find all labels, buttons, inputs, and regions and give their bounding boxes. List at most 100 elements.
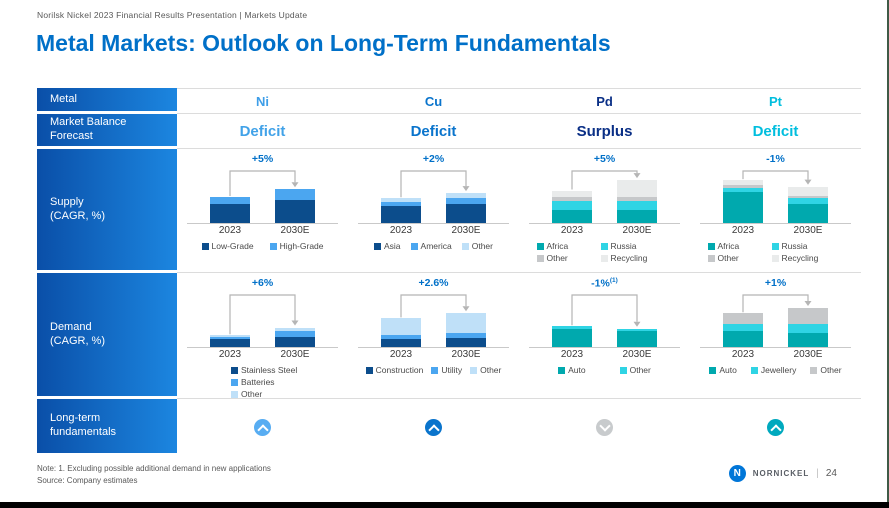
legend-swatch-icon: [619, 366, 627, 374]
mini-bar-chart-cu-demand: +2.6% 2023 2030E Construction Utility Other: [356, 277, 511, 375]
metal-symbol: Pd: [596, 93, 613, 109]
bar-segment-recycling: [723, 180, 763, 186]
x-tick-label: 2023: [731, 225, 755, 236]
bar-segment-russia: [788, 198, 828, 204]
footnotes: Note: 1. Excluding possible additional d…: [37, 463, 271, 486]
legend-label: Other: [546, 253, 568, 263]
legend-label: Auto: [568, 365, 586, 375]
legend-label: Other: [241, 389, 263, 399]
row-label-text: Market Balance: [50, 116, 127, 129]
row-label-text: (CAGR, %): [50, 334, 105, 347]
legend: Africa Russia Other Recycling: [698, 241, 853, 263]
legend-label: High-Grade: [279, 241, 324, 251]
cagr-label: -1%(1): [591, 277, 618, 290]
legend-swatch-icon: [201, 242, 209, 250]
legend-swatch-icon: [461, 242, 469, 250]
legend-item: Construction: [365, 365, 423, 375]
bar-segment-russia: [617, 200, 657, 210]
legend: Auto Other: [527, 365, 682, 375]
bar-segment-auto: [552, 328, 592, 347]
bar-plot: [356, 166, 511, 224]
legend-swatch-icon: [231, 366, 238, 374]
chevron-up-icon: [769, 423, 782, 436]
bar-segment-batteries: [210, 336, 250, 340]
legend-swatch-icon: [231, 390, 238, 398]
bar-segment-africa: [552, 210, 592, 223]
legend-item: Russia: [600, 241, 673, 251]
row-label-text: Metal: [50, 92, 77, 105]
legend-item: Utility: [431, 365, 462, 375]
bar-segment-other: [552, 326, 592, 329]
legend-swatch-icon: [707, 254, 715, 262]
legend-label: Jewellery: [760, 365, 797, 375]
legend-swatch-icon: [374, 242, 381, 250]
x-tick-label: 2030E: [793, 349, 823, 360]
x-tick-labels: 2023 2030E: [185, 348, 340, 362]
x-tick-label: 2030E: [622, 349, 652, 360]
legend-swatch-icon: [600, 254, 608, 262]
legend-swatch-icon: [558, 366, 566, 374]
row-label-text: Long-term: [50, 412, 101, 425]
chevron-down-icon: [598, 419, 611, 432]
cagr-bracket-arrow: [742, 294, 812, 313]
legend-label: Recycling: [610, 253, 648, 263]
x-tick-labels: 2023 2030E: [527, 224, 682, 238]
legend: Stainless Steel Batteries Other: [231, 365, 340, 399]
mini-bar-chart-pd-supply: +5% 2023 2030E Africa Russia Other Recycling: [527, 153, 682, 263]
row-label-metal: Metal: [37, 88, 177, 114]
cagr-bracket-arrow: [400, 170, 470, 198]
x-axis-line: [358, 223, 509, 224]
bar-plot: [185, 166, 340, 224]
bar-segment-low-grade: [275, 199, 315, 223]
legend-swatch-icon: [269, 242, 277, 250]
bar-segment-other: [617, 328, 657, 332]
x-tick-label: 2023: [560, 225, 584, 236]
forecast-cu: Deficit: [348, 114, 519, 149]
stacked-bar-2023: [723, 313, 763, 347]
row-label-text: Demand: [50, 320, 92, 333]
trend-pt: [690, 399, 861, 456]
bar-segment-construction: [446, 337, 486, 347]
forecast-value: Deficit: [239, 122, 286, 140]
bar-segment-auto: [617, 331, 657, 347]
bar-segment-construction: [381, 339, 421, 347]
x-tick-labels: 2023 2030E: [185, 224, 340, 238]
stacked-bar-2023: [381, 198, 421, 223]
x-tick-label: 2030E: [622, 225, 652, 236]
legend-swatch-icon: [600, 242, 608, 250]
legend-label: Stainless Steel: [241, 365, 298, 375]
metal-header-ni: Ni: [177, 88, 348, 114]
metal-header-pd: Pd: [519, 88, 690, 114]
legend-item: Other: [231, 389, 262, 399]
bar-segment-auto: [723, 331, 763, 347]
legend-label: Auto: [719, 365, 737, 375]
legend: Africa Russia Other Recycling: [527, 241, 682, 263]
trend-up-icon: [425, 419, 442, 436]
bar-segment-utility: [446, 332, 486, 338]
legend-item: Auto: [558, 365, 586, 375]
forecast-pd: Surplus: [519, 114, 690, 149]
stacked-bar-2030E: [446, 313, 486, 347]
x-tick-labels: 2023 2030E: [356, 224, 511, 238]
legend-item: Auto: [709, 365, 737, 375]
row-label-text: Supply: [50, 195, 84, 208]
legend-item: Other: [536, 253, 601, 263]
legend-swatch-icon: [810, 366, 818, 374]
x-tick-label: 2023: [731, 349, 755, 360]
legend-swatch-icon: [536, 254, 544, 262]
chevron-up-icon: [427, 423, 440, 436]
bar-segment-other: [617, 197, 657, 201]
legend-item: Asia: [374, 241, 401, 251]
trend-pd: [519, 399, 690, 456]
legend: Asia America Other: [356, 241, 511, 251]
cagr-label: +5%: [593, 153, 616, 165]
forecast-pt: Deficit: [690, 114, 861, 149]
stacked-bar-2030E: [446, 193, 486, 223]
trend-down-icon: [596, 419, 613, 436]
metal-header-cu: Cu: [348, 88, 519, 114]
bar-segment-asia: [381, 206, 421, 223]
legend-label: Recycling: [781, 253, 819, 263]
chart-cu-supply: +2% 2023 2030E Asia America Other: [348, 149, 519, 273]
bar-segment-africa: [617, 210, 657, 223]
bar-plot: [698, 166, 853, 224]
